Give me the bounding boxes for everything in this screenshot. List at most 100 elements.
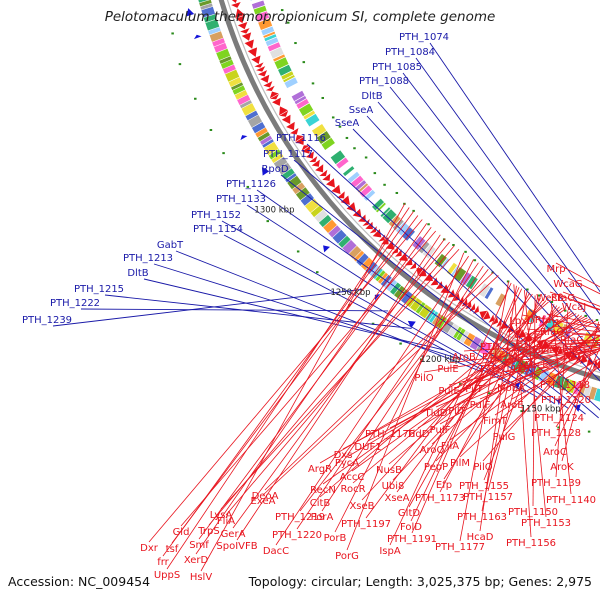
reverse-gene-label: PulE xyxy=(438,386,459,397)
cog-feature-block xyxy=(296,98,309,109)
reverse-gene-label: PilT xyxy=(465,384,483,395)
reverse-leader-line xyxy=(148,219,423,543)
gc-skew-dot xyxy=(302,61,306,64)
cog-feature-block xyxy=(205,19,220,31)
forward-strand-gene xyxy=(240,135,248,141)
reverse-gene-label: TldD xyxy=(406,429,430,440)
reverse-leader-line xyxy=(481,291,528,512)
gc-skew-dot xyxy=(412,209,415,212)
reverse-gene-label: PulG xyxy=(493,432,516,443)
cog-feature-block xyxy=(269,47,284,59)
cog-feature-block xyxy=(418,304,432,319)
reverse-leader-line xyxy=(546,313,600,326)
reverse-gene-label: PTH_1219 xyxy=(275,512,325,523)
reverse-leader-line xyxy=(236,234,441,541)
cog-feature-block xyxy=(524,308,534,322)
reverse-strand-gene xyxy=(301,145,310,152)
reverse-gene-label: PulF xyxy=(430,425,451,436)
reverse-strand-gene xyxy=(309,156,318,163)
forward-gene-label: PTH_1117 xyxy=(263,149,313,160)
gc-content-dot xyxy=(399,342,402,345)
gc-content-dot xyxy=(587,430,591,433)
cog-feature-block xyxy=(369,265,380,277)
cog-feature-block xyxy=(372,267,383,280)
reverse-gene-label: PTH_1118 xyxy=(540,380,590,391)
forward-leader-line xyxy=(366,115,600,372)
cog-feature-block xyxy=(372,198,385,211)
gc-content-dot xyxy=(419,358,423,361)
reverse-strand-gene xyxy=(281,114,291,124)
reverse-strand-gene xyxy=(272,97,281,106)
reverse-gene-label: WcaG xyxy=(553,279,582,290)
reverse-leader-line xyxy=(262,275,499,496)
forward-gene-label: PTH_1074 xyxy=(399,32,449,43)
cog-feature-block xyxy=(291,90,305,102)
cog-feature-block xyxy=(213,42,228,53)
reverse-leader-line xyxy=(479,285,517,532)
reverse-strand-gene xyxy=(409,261,417,270)
genome-summary-text: Topology: circular; Length: 3,025,375 bp… xyxy=(248,574,592,589)
reverse-gene-label: PorA xyxy=(311,512,334,523)
reverse-leader-line xyxy=(503,338,600,432)
cog-feature-block xyxy=(583,385,592,399)
reverse-leader-line xyxy=(532,295,536,507)
cog-feature-block xyxy=(314,209,328,223)
forward-gene-label: PTH_1088 xyxy=(359,76,409,87)
reverse-gene-label: WcaJ xyxy=(562,302,586,313)
cog-feature-block xyxy=(459,330,470,343)
reverse-leader-line xyxy=(567,277,600,295)
gc-skew-dot xyxy=(595,319,599,322)
reverse-leader-line xyxy=(232,238,446,529)
reverse-gene-label: Dxs xyxy=(334,450,353,461)
forward-leader-line xyxy=(221,220,538,398)
reverse-gene-label: TrpS xyxy=(197,526,219,537)
reverse-gene-label: AroQ xyxy=(420,445,445,456)
reverse-leader-line xyxy=(423,344,600,373)
cog-feature-block xyxy=(198,0,209,3)
reverse-strand-gene xyxy=(369,226,377,234)
reverse-strand-gene xyxy=(482,310,491,320)
reverse-gene-label: DUF1 xyxy=(354,442,381,453)
cog-feature-block xyxy=(303,110,316,120)
reverse-gene-label: PTH_1176 xyxy=(365,429,415,440)
reverse-strand-gene xyxy=(295,135,304,142)
cog-feature-block xyxy=(212,38,226,47)
cog-feature-block xyxy=(476,339,485,352)
gc-skew-dot xyxy=(383,183,386,186)
reverse-leader-line xyxy=(526,328,600,336)
reverse-strand-gene xyxy=(378,234,386,242)
reverse-leader-line xyxy=(389,282,512,546)
cog-feature-block xyxy=(343,166,355,177)
reverse-strand-gene xyxy=(362,218,370,226)
reverse-strand-gene xyxy=(315,164,324,173)
reverse-strand-gene xyxy=(319,169,328,177)
reverse-strand-gene xyxy=(301,145,311,154)
cog-feature-block xyxy=(532,366,543,381)
reverse-leader-line xyxy=(459,327,600,458)
kbp-tick-label: 1300 kbp xyxy=(254,206,294,216)
cog-feature-block xyxy=(477,283,491,298)
cog-feature-block xyxy=(400,291,413,304)
cog-feature-block xyxy=(262,139,274,148)
reverse-gene-label: PulF xyxy=(470,400,491,411)
reverse-gene-label: RfaG xyxy=(540,327,564,338)
reverse-gene-label: ExeA xyxy=(251,496,276,507)
cog-feature-block xyxy=(460,271,472,286)
reverse-strand-gene xyxy=(254,62,264,68)
gc-content-dot xyxy=(371,322,375,325)
cog-feature-block xyxy=(338,235,351,248)
cog-feature-block xyxy=(251,0,265,9)
reverse-gene-label: UppS xyxy=(154,570,180,581)
forward-gene-label: PTH_1084 xyxy=(385,47,435,58)
reverse-gene-label: WecE xyxy=(521,360,548,371)
reverse-strand-gene xyxy=(263,81,273,88)
reverse-leader-line xyxy=(321,265,484,512)
reverse-leader-line xyxy=(322,308,566,485)
forward-gene-label: DltB xyxy=(127,268,148,279)
cog-feature-block xyxy=(456,328,466,341)
gc-skew-dot xyxy=(321,96,325,99)
reverse-strand-gene xyxy=(372,229,382,238)
cog-feature-block xyxy=(561,377,570,391)
reverse-gene-label: PTH_1139 xyxy=(531,478,581,489)
cog-feature-block xyxy=(247,115,263,128)
